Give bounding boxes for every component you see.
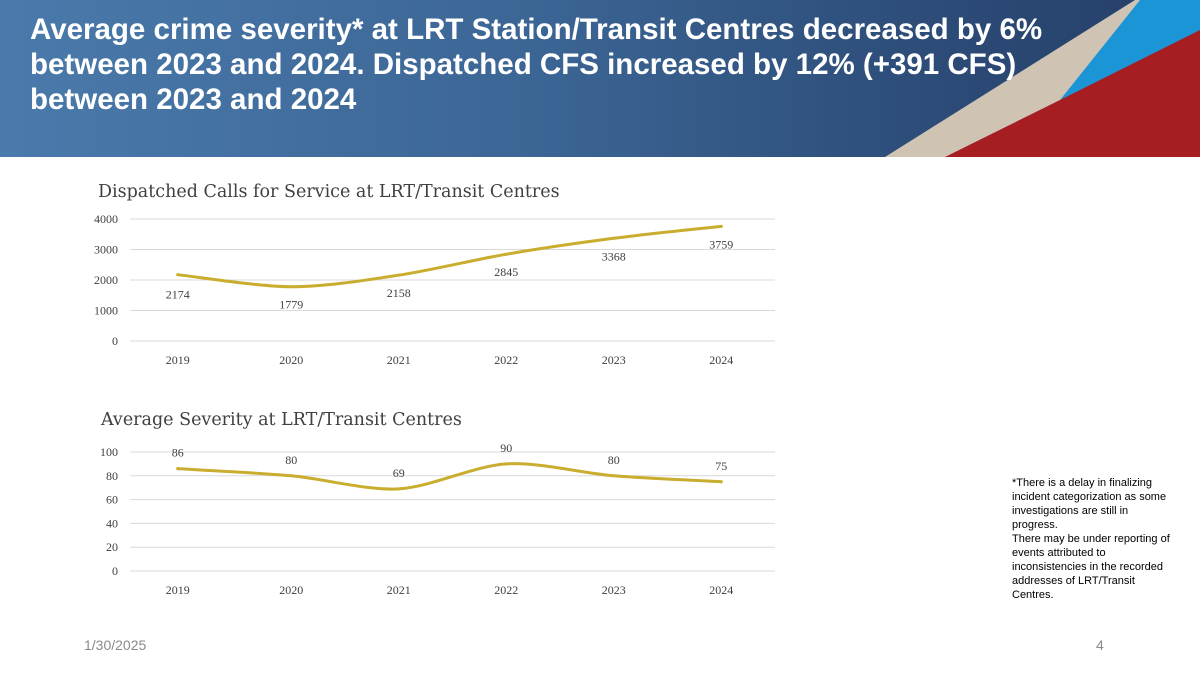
data-point [289, 285, 293, 289]
series-line [176, 224, 723, 289]
data-label: 80 [608, 453, 620, 467]
y-tick-label: 3000 [94, 243, 118, 257]
data-point [397, 487, 401, 491]
x-tick-label: 2020 [279, 583, 303, 597]
data-point [504, 462, 508, 466]
footnote: *There is a delay in finalizing incident… [1012, 477, 1170, 601]
chart2-average-severity: 0 20 40 60 80 100 2019 2020 2021 2022 2023 2024 86 80… [100, 441, 775, 597]
chart2-title: Average Severity at LRT/Transit Centres [101, 410, 462, 430]
y-tick-label: 100 [100, 445, 118, 459]
data-label: 75 [715, 459, 727, 473]
x-tick-label: 2021 [387, 353, 411, 367]
y-tick-label: 2000 [94, 273, 118, 287]
data-label: 80 [285, 453, 297, 467]
data-label: 69 [393, 466, 405, 480]
x-tick-label: 2019 [166, 583, 190, 597]
data-label: 90 [500, 441, 512, 455]
data-point [176, 273, 180, 277]
data-label: 1779 [279, 298, 303, 312]
data-label: 3759 [709, 237, 733, 251]
x-tick-label: 2019 [166, 353, 190, 367]
y-tick-label: 1000 [94, 304, 118, 318]
x-tick-label: 2024 [709, 353, 733, 367]
chart1-title: Dispatched Calls for Service at LRT/Tran… [98, 182, 560, 202]
y-tick-label: 40 [106, 516, 118, 530]
page-number: 4 [1096, 637, 1104, 653]
data-point [289, 474, 293, 478]
x-tick-label: 2023 [602, 583, 626, 597]
y-tick-label: 4000 [94, 212, 118, 226]
x-tick-label: 2024 [709, 583, 733, 597]
slide-title: Average crime severity* at LRT Station/T… [30, 13, 1043, 116]
x-tick-label: 2023 [602, 353, 626, 367]
chart1-dispatched-cfs: 0 1000 2000 3000 4000 2019 2020 2021 2022 2023 202… [94, 212, 775, 367]
x-tick-label: 2020 [279, 353, 303, 367]
data-point [504, 252, 508, 256]
slide-date: 1/30/2025 [84, 637, 147, 653]
x-tick-label: 2022 [494, 353, 518, 367]
data-label: 2845 [494, 265, 518, 279]
y-tick-label: 60 [106, 493, 118, 507]
data-point [719, 480, 723, 484]
x-tick-label: 2021 [387, 583, 411, 597]
y-tick-label: 0 [112, 334, 118, 348]
data-point [176, 467, 180, 471]
data-label: 2158 [387, 286, 411, 300]
data-point [397, 273, 401, 277]
data-label: 86 [172, 446, 184, 460]
data-label: 2174 [166, 288, 190, 302]
series-line [176, 462, 723, 491]
data-label: 3368 [602, 249, 626, 263]
y-tick-label: 20 [106, 540, 118, 554]
data-point [612, 236, 616, 240]
y-tick-label: 0 [112, 564, 118, 578]
x-tick-label: 2022 [494, 583, 518, 597]
banner-decoration [885, 0, 1200, 157]
y-tick-label: 80 [106, 469, 118, 483]
header-banner: Average crime severity* at LRT Station/T… [0, 0, 1200, 157]
data-point [612, 474, 616, 478]
data-point [719, 224, 723, 228]
